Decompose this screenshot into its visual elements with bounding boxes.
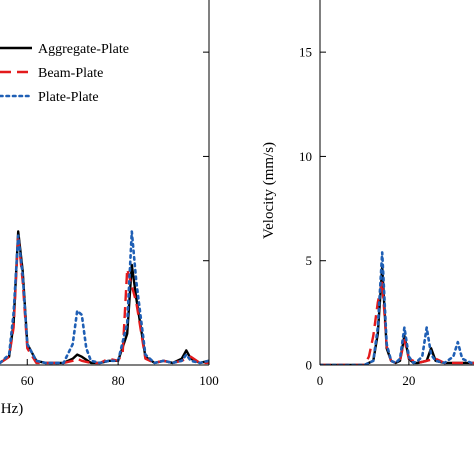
x-tick-label: 60: [21, 373, 34, 388]
legend-entry-label: Aggregate-Plate: [38, 42, 129, 57]
x-axis-label: Hz): [1, 401, 24, 417]
legend-entry-label: Plate-Plate: [38, 90, 99, 105]
y-tick-label: 5: [306, 253, 313, 268]
series-line-solid: [320, 265, 474, 365]
y-axis-label: Velocity (mm/s): [261, 142, 277, 239]
legend-entry-label: Beam-Plate: [38, 66, 103, 81]
x-tick-label: 20: [402, 373, 415, 388]
series-line-plate-plate: [0, 230, 209, 365]
series-line-aggregate-plate: [0, 230, 209, 365]
y-tick-label: 15: [299, 45, 312, 60]
right-chart-panel: 0 20 0 5 10 15 Velocity (mm/s): [261, 0, 474, 388]
series-line-beam-plate: [0, 234, 209, 365]
y-tick-label: 10: [299, 149, 312, 164]
series-line-dotted: [320, 251, 474, 365]
left-chart-panel: 60 80 100 Hz) Aggregate-Plate Beam-Plate Plate…: [0, 0, 219, 417]
series-line-dashed: [320, 280, 474, 365]
x-tick-label: 80: [112, 373, 125, 388]
x-tick-label: 100: [199, 373, 219, 388]
x-tick-label: 0: [317, 373, 324, 388]
y-tick-label: 0: [306, 358, 313, 373]
legend: Aggregate-Plate Beam-Plate Plate-Plate: [0, 42, 129, 105]
